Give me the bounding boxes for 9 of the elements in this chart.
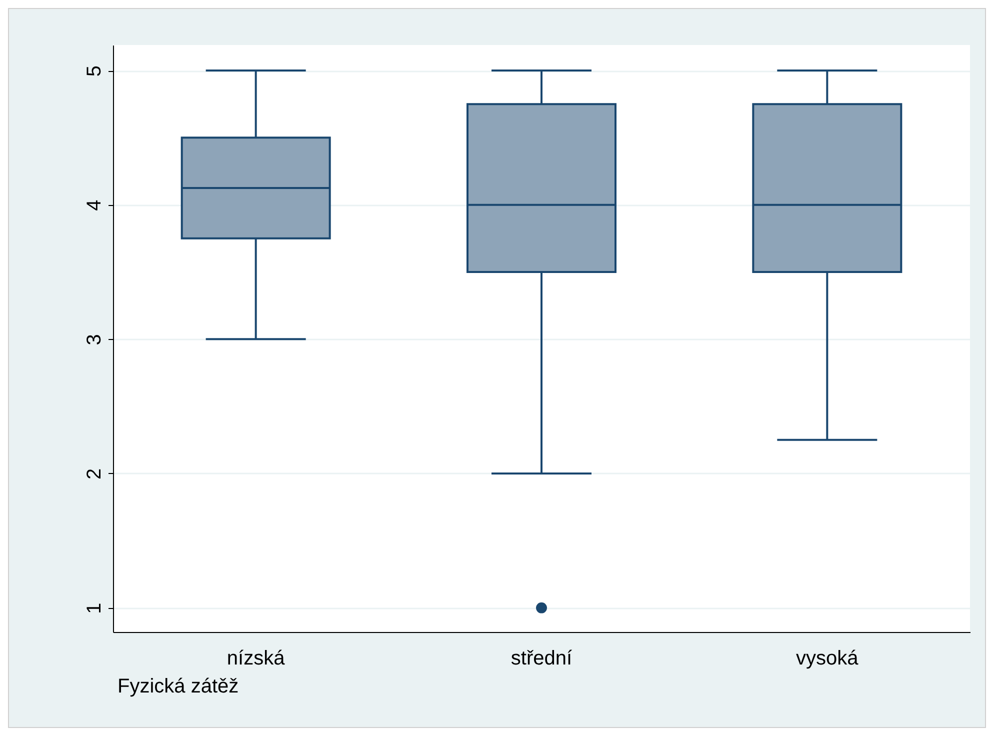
x-axis-title: Fyzická zátěž [118,676,239,698]
y-tick-label: 2 [84,468,106,480]
y-tick-label: 3 [84,334,106,346]
x-tick-label: vysoká [796,648,860,670]
x-tick-label: nízská [226,648,286,670]
y-tick-label: 1 [84,602,106,614]
x-tick-label: střední [510,648,573,670]
y-tick-label: 5 [84,65,106,77]
y-tick-label: 4 [84,200,106,211]
